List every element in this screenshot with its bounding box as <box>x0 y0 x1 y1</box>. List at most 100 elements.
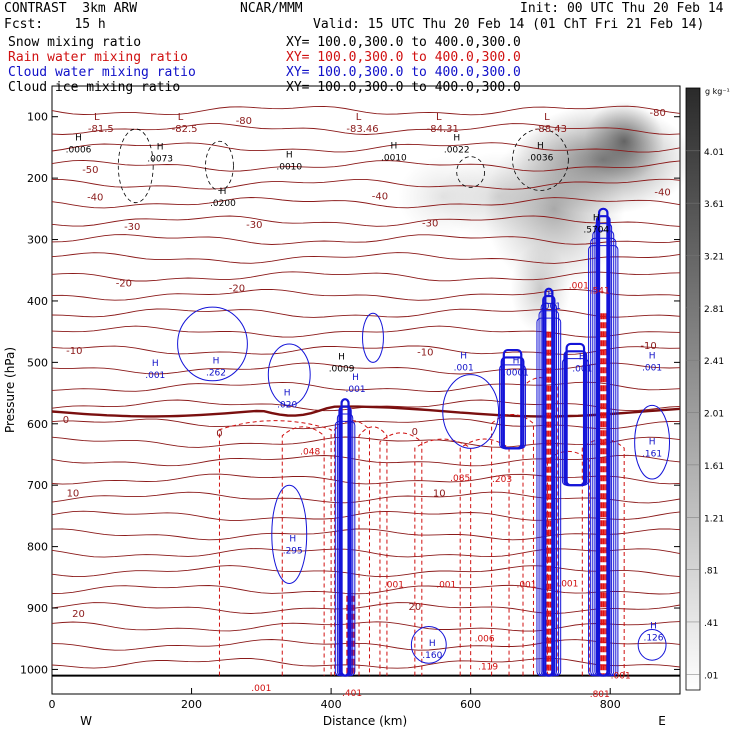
isotherm-label: -20 <box>116 279 132 290</box>
maximum-marker: H <box>152 359 159 369</box>
field-rain-label: Rain water mixing ratio <box>8 50 189 65</box>
colorbar-label: .41 <box>704 619 718 629</box>
colorbar-label: 2.41 <box>704 357 724 367</box>
isotherm-line <box>51 639 681 651</box>
isotherm-line <box>51 454 681 467</box>
colorbar-label: 2.01 <box>704 410 724 420</box>
cloud-ice-maximum-label: .0200 <box>210 199 236 209</box>
maximum-marker: H <box>649 352 656 362</box>
contour-labels: -80 -80 -50 -40 -40 -40 -30 -30 -30 -20 -20 -10 -10 -… <box>63 108 671 700</box>
axes: 0 200 400 600 800100200300400500600700800900… <box>20 111 680 711</box>
field-rain-xy: XY= 100.0,300.0 to 400.0,300.0 <box>286 50 521 65</box>
cloud-ice-maximum-label: .5704 <box>583 225 609 235</box>
rain-maximum-label: .006 <box>475 635 495 645</box>
cloud-water-maximum-label: .161 <box>642 449 662 459</box>
maximum-marker: H <box>157 143 164 153</box>
cloud-ice-contour <box>512 128 569 191</box>
x-end-label-west: W <box>80 714 92 728</box>
rain-maximum-label: .048 <box>300 447 320 457</box>
x-tick-label: 0 <box>49 698 56 711</box>
forecast-hour: Fcst: 15 h <box>4 17 106 32</box>
isotherm-line <box>51 584 681 595</box>
isotherm-label: -10 <box>417 347 433 358</box>
isotherm-line <box>51 105 681 116</box>
isotherm-line <box>51 215 681 227</box>
cloud-ice-contour <box>205 140 234 191</box>
maximum-marker: H <box>537 141 544 151</box>
y-tick-label: 500 <box>27 356 48 369</box>
y-tick-label: 800 <box>27 541 48 554</box>
field-snow-label: Snow mixing ratio <box>8 35 142 50</box>
maximum-marker: H <box>75 133 82 143</box>
y-tick-label: 700 <box>27 479 48 492</box>
isotherm-line <box>51 142 681 153</box>
minimum-label: -83.46 <box>346 124 378 135</box>
rain-contour <box>491 413 534 676</box>
isotherm-line <box>51 473 681 485</box>
isotherm-label: -30 <box>124 222 140 233</box>
isotherm-line <box>51 491 681 504</box>
cloud-water-contour <box>442 374 500 449</box>
x-end-label-east: E <box>658 714 666 728</box>
isotherm-line <box>51 565 681 578</box>
isotherm-label: 10 <box>67 489 80 500</box>
minimum-label: -84.31 <box>427 124 459 135</box>
cloud-ice-maximum-label: .0010 <box>276 163 302 173</box>
rain-maximum-label: .001 <box>558 579 578 589</box>
rain-contour <box>414 438 472 676</box>
cloud-water-maximum-label: .0001 <box>503 368 529 378</box>
snow-shade-blob <box>397 156 488 237</box>
isotherm-line <box>51 197 681 209</box>
cloud-water-maximum-label: .126 <box>643 634 663 644</box>
cloud-water-maximum-label: .001 <box>541 302 561 312</box>
cloud-water-contour <box>340 398 350 677</box>
isotherm-label: 0 <box>63 415 69 426</box>
rain-maximum-label: .001 <box>251 684 271 694</box>
cloud-water-maximum-label: .001 <box>145 371 165 381</box>
cloud-water-maximum-label: .020 <box>277 400 297 410</box>
colorbar-label: .01 <box>704 671 718 681</box>
minimum-label: -88.43 <box>535 124 567 135</box>
maximum-marker: H <box>352 373 359 383</box>
cloud-ice-maximum-label: .0006 <box>66 145 92 155</box>
cloud-ice-contour <box>456 156 486 188</box>
y-tick-label: 100 <box>27 111 48 124</box>
isotherm-line <box>51 436 681 448</box>
maximum-marker: H <box>220 187 227 197</box>
rain-contour <box>334 420 370 676</box>
colorbar: 4.01 3.61 3.21 2.81 2.41 2.01 1.61 1.21 .81 .41 .0… <box>685 87 724 691</box>
rain-maximum-label: .801 <box>590 690 610 700</box>
maximum-marker: H <box>453 133 460 143</box>
y-tick-label: 1000 <box>20 663 48 676</box>
snow-shade-blob <box>510 243 571 334</box>
field-cloudwater-label: Cloud water mixing ratio <box>8 65 196 80</box>
colorbar-scale <box>685 87 701 691</box>
rain-maximum-label: .119 <box>478 662 498 672</box>
cloud-ice-maximum-label: .0036 <box>528 153 554 163</box>
x-tick-label: 200 <box>181 698 202 711</box>
valid-time: Valid: 15 UTC Thu 20 Feb 14 (01 ChT Fri … <box>313 17 705 32</box>
isotherm-line <box>51 345 681 355</box>
isotherm-label: -50 <box>82 165 98 176</box>
field-cloudice-xy: XY= 100.0,300.0 to 400.0,300.0 <box>286 80 521 95</box>
isotherm-label: 20 <box>408 602 421 613</box>
colorbar-label: .81 <box>704 567 718 577</box>
init-time: Init: 00 UTC Thu 20 Feb 14 <box>520 1 724 16</box>
isotherm-line <box>51 621 681 632</box>
temperature-contours <box>51 105 681 677</box>
maximum-marker: H <box>579 353 586 363</box>
isotherm-label: -30 <box>246 220 262 231</box>
cloud-water-contours <box>117 128 671 677</box>
maximum-marker: H <box>429 639 436 649</box>
isotherm-label: -30 <box>422 218 438 229</box>
isotherm-label: -40 <box>372 191 388 202</box>
y-tick-label: 200 <box>27 172 48 185</box>
rain-maximum-label: .401 <box>342 689 362 699</box>
maximum-marker: H <box>284 388 291 398</box>
model-name: CONTRAST 3km ARW <box>4 1 138 16</box>
cloud-water-contour <box>334 420 356 677</box>
minimum-label: -81.5 <box>88 124 114 135</box>
isotherm-line <box>51 548 681 558</box>
minimum-marker: L <box>436 112 442 123</box>
minimum-marker: L <box>178 112 184 123</box>
